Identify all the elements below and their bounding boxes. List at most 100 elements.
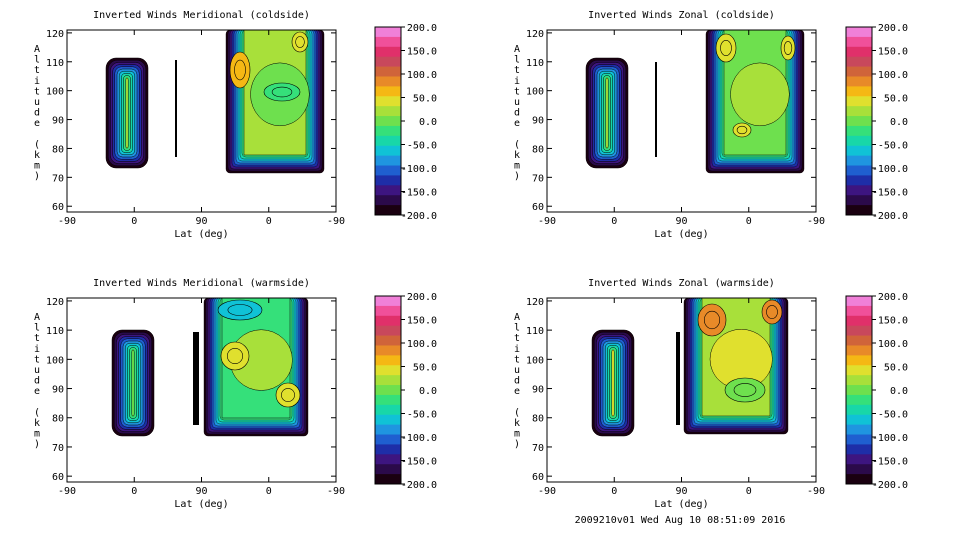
panel0-ytick-label-1: 70 <box>52 173 64 184</box>
panel1-ytick-label-5: 110 <box>526 58 544 69</box>
panel3-colorbar-swatch-10 <box>846 394 872 406</box>
panel2-xlabel: Lat (deg) <box>174 499 228 510</box>
panel0-colorbar-label-8: -200.0 <box>401 211 437 222</box>
panel1-contour-inner-4 <box>783 41 793 55</box>
panel1-colorbar-swatch-1 <box>846 36 872 48</box>
footer-timestamp: 2009210v01 Wed Aug 10 08:51:09 2016 <box>575 515 786 526</box>
panel0-colorbar-swatch-11 <box>375 135 401 147</box>
panel0-xtick-label-0: -90 <box>58 216 76 227</box>
panel3-colorbar-swatch-17 <box>846 464 872 475</box>
panel0-plot-area <box>105 30 325 174</box>
panel3-ytick-label-6: 120 <box>526 297 544 308</box>
panel2-ytick-label-3: 90 <box>52 385 64 396</box>
panel0-colorbar-label-0: 200.0 <box>407 23 437 34</box>
panel3-colorbar-swatch-2 <box>846 315 872 327</box>
panel0-colorbar-swatch-0 <box>375 27 401 38</box>
panel1-colorbar-swatch-10 <box>846 125 872 137</box>
panel0-contour-4 <box>291 31 309 53</box>
panel2-colorbar-swatch-5 <box>375 345 401 356</box>
panel1-colorbar-swatch-13 <box>846 155 872 167</box>
panel0-xtick-label-2: 90 <box>195 216 207 227</box>
panel0-contour-inner-3 <box>234 59 246 81</box>
panel1-colorbar-label-7: -150.0 <box>872 188 908 199</box>
panel3-colorbar-swatch-11 <box>846 404 872 416</box>
panel1-xtick-label-2: 90 <box>675 216 687 227</box>
panel0-contour-3 <box>229 51 251 89</box>
panel0-ytick-label-4: 100 <box>46 87 64 98</box>
panel1-colorbar-label-2: 100.0 <box>878 70 908 81</box>
panel0-colorbar-swatch-7 <box>375 96 401 107</box>
panel2-colorbar-swatch-3 <box>375 325 401 337</box>
panel0-colorbar-label-6: -100.0 <box>401 164 437 175</box>
panel1-ytick-label-0: 60 <box>532 202 544 213</box>
panel0-colorbar-swatch-4 <box>375 66 401 77</box>
panel2-colorbar-swatch-17 <box>375 464 401 475</box>
panel0-xtick-label-1: 0 <box>131 216 137 227</box>
panel3-colorbar-swatch-6 <box>846 355 872 366</box>
panel0-xlabel: Lat (deg) <box>174 229 228 240</box>
panel1-colorbar-swatch-7 <box>846 96 872 107</box>
panel3-colorbar-label-0: 200.0 <box>878 292 908 303</box>
panel3-colorbar-label-5: -50.0 <box>878 410 908 421</box>
panel0-ytick-label-0: 60 <box>52 202 64 213</box>
panel0-blob-core-0 <box>125 77 129 149</box>
panel2-colorbar-swatch-14 <box>375 434 401 445</box>
panel0-colorbar-swatch-9 <box>375 116 401 127</box>
panel1-ytick-label-3: 90 <box>532 116 544 127</box>
panel1-colorbar-label-8: -200.0 <box>872 211 908 222</box>
panel1-colorbar-swatch-18 <box>846 205 872 216</box>
chart-panel-3: Inverted Winds Zonal (warmside) 60 70 80 90 1… <box>514 278 908 510</box>
panel3-colorbar-label-7: -150.0 <box>872 457 908 468</box>
panel0-colorbar-swatch-18 <box>375 205 401 216</box>
panel1-colorbar-label-3: 50.0 <box>884 94 908 105</box>
chart-panel-2: Inverted Winds Meridional (warmside) 60 70… <box>34 278 437 510</box>
panel2-colorbar-label-3: 50.0 <box>413 363 437 374</box>
panel3-xtick-label-2: 90 <box>675 486 687 497</box>
chart-panel-1: Inverted Winds Zonal (coldside) 60 70 80 90 1… <box>514 10 908 240</box>
panel1-colorbar-swatch-8 <box>846 106 872 117</box>
panel3-contour-3 <box>697 303 727 337</box>
panel2-colorbar-swatch-15 <box>375 444 401 455</box>
panel1-xtick-label-3: 0 <box>746 216 752 227</box>
panel3-colorbar-swatch-16 <box>846 454 872 465</box>
panel2-colorbar-label-0: 200.0 <box>407 292 437 303</box>
panel1-colorbar-swatch-12 <box>846 145 872 157</box>
panel3-colorbar-swatch-4 <box>846 335 872 346</box>
panel3-colorbar-swatch-15 <box>846 444 872 455</box>
panel2-contour-inner-4 <box>281 388 295 402</box>
panel3-colorbar-swatch-18 <box>846 474 872 485</box>
panel3-plot-area <box>591 298 789 437</box>
panel2-ytick-label-6: 120 <box>46 297 64 308</box>
panel1-contour-inner-5 <box>736 125 748 135</box>
panel1-colorbar-swatch-5 <box>846 76 872 87</box>
panel0-colorbar-swatch-16 <box>375 185 401 196</box>
panel0-colorbar-swatch-10 <box>375 125 401 137</box>
panel2-plot-area <box>111 298 309 437</box>
panel2-colorbar-label-8: -200.0 <box>401 480 437 491</box>
panel1-colorbar-swatch-15 <box>846 175 872 186</box>
panel3-colorbar-swatch-1 <box>846 305 872 317</box>
panel1-colorbar-swatch-3 <box>846 56 872 68</box>
panel2-ytick-label-1: 70 <box>52 443 64 454</box>
panel3-colorbar-label-6: -100.0 <box>872 433 908 444</box>
panel2-colorbar-swatch-18 <box>375 474 401 485</box>
panel0-contour-5 <box>263 82 301 102</box>
panel0-xtick-label-3: 0 <box>266 216 272 227</box>
panel3-xtick-label-1: 0 <box>611 486 617 497</box>
panel2-ytick-label-4: 100 <box>46 355 64 366</box>
panel2-colorbar-label-1: 150.0 <box>407 316 437 327</box>
panel3-xtick-label-0: -90 <box>538 486 556 497</box>
panel1-colorbar-label-6: -100.0 <box>872 164 908 175</box>
panel0-ytick-label-2: 80 <box>52 144 64 155</box>
panel0-colorbar-swatch-5 <box>375 76 401 87</box>
panel1-contour-inner-3 <box>720 39 732 56</box>
panel3-colorbar-swatch-0 <box>846 296 872 307</box>
panel3-contour-inner-3 <box>703 310 720 330</box>
panel0-colorbar-swatch-12 <box>375 145 401 157</box>
panel3-ytick-label-2: 80 <box>532 414 544 425</box>
panel0-colorbar-swatch-1 <box>375 36 401 48</box>
panel1-title: Inverted Winds Zonal (coldside) <box>588 10 775 21</box>
panel3-colorbar-swatch-3 <box>846 325 872 337</box>
panel2-ytick-label-2: 80 <box>52 414 64 425</box>
